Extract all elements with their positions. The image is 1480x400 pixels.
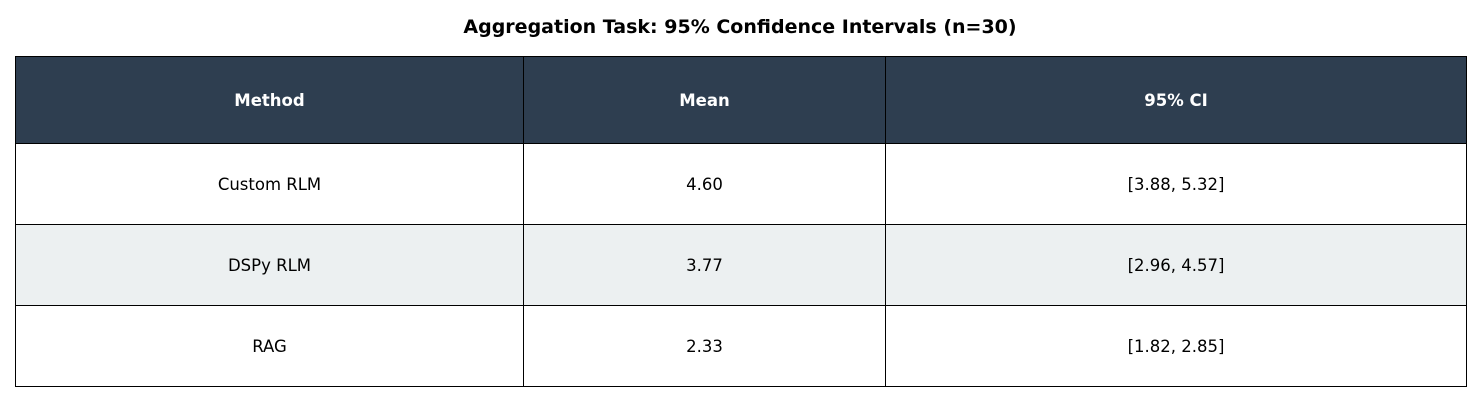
table-cell: [2.96, 4.57] bbox=[885, 224, 1467, 306]
table-cell: 4.60 bbox=[523, 143, 886, 225]
table-cell: DSPy RLM bbox=[15, 224, 524, 306]
table-cell: 3.77 bbox=[523, 224, 886, 306]
table-row: RAG 2.33 [1.82, 2.85] bbox=[15, 305, 1467, 387]
table-row: Custom RLM 4.60 [3.88, 5.32] bbox=[15, 143, 1467, 225]
table: Method Mean 95% CI Custom RLM 4.60 [3.88, 5.… bbox=[15, 56, 1467, 387]
table-cell: [3.88, 5.32] bbox=[885, 143, 1467, 225]
header-cell: 95% CI bbox=[885, 56, 1467, 144]
table-cell: Custom RLM bbox=[15, 143, 524, 225]
table-row: DSPy RLM 3.77 [2.96, 4.57] bbox=[15, 224, 1467, 306]
table-cell: 2.33 bbox=[523, 305, 886, 387]
header-cell: Mean bbox=[523, 56, 886, 144]
table-body: Custom RLM 4.60 [3.88, 5.32] DSPy RLM 3.77 [2… bbox=[15, 143, 1467, 387]
header-row: Method Mean 95% CI bbox=[15, 56, 1467, 144]
table-cell: RAG bbox=[15, 305, 524, 387]
header-cell: Method bbox=[15, 56, 524, 144]
table-cell: [1.82, 2.85] bbox=[885, 305, 1467, 387]
title: Aggregation Task: 95% Confidence Interva… bbox=[463, 16, 1017, 38]
